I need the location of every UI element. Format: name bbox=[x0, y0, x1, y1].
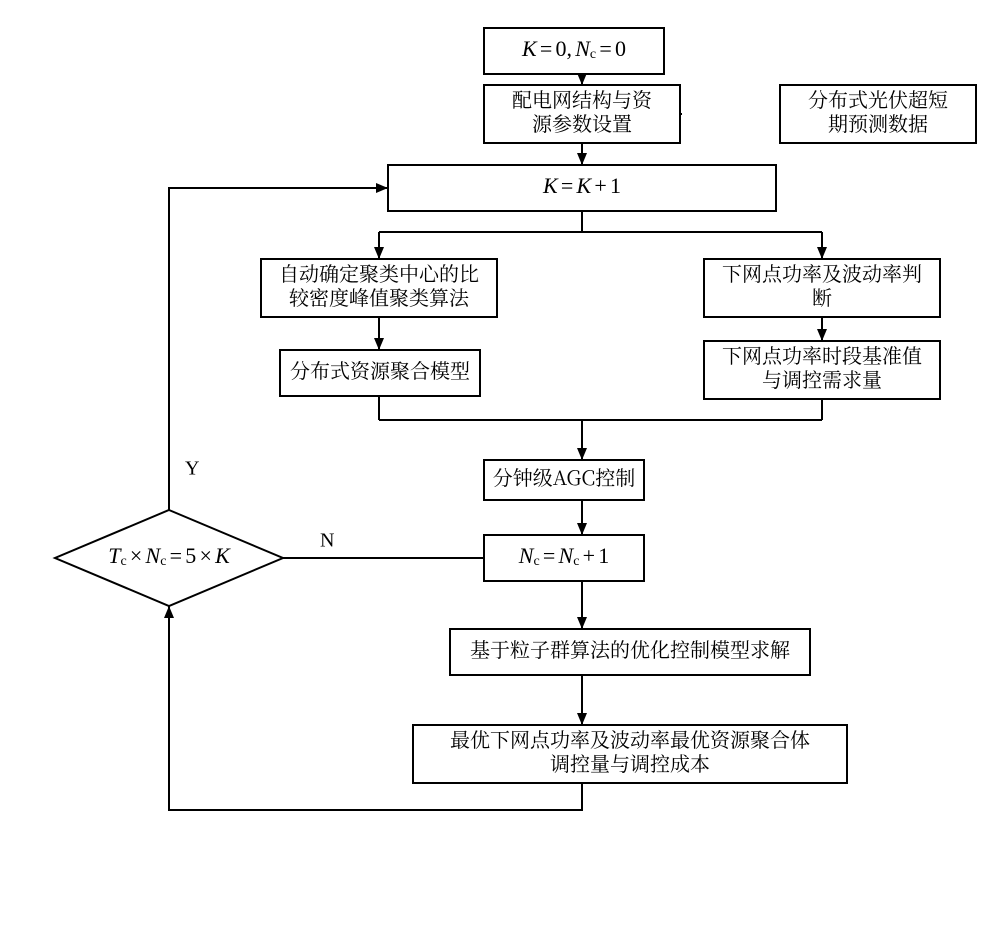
node-n1b: 分布式光伏超短期预测数据 bbox=[780, 84, 976, 143]
node-n4b: 下网点功率时段基准值与调控需求量 bbox=[704, 340, 940, 399]
node-label: 调控量与调控成本 bbox=[550, 748, 710, 777]
node-n1: 配电网结构与资源参数设置 bbox=[484, 84, 680, 143]
node-n4a: 分布式资源聚合模型 bbox=[280, 350, 480, 396]
node-label: 与调控需求量 bbox=[762, 364, 882, 393]
edge-label: N bbox=[320, 530, 334, 552]
node-label: 较密度峰值聚类算法 bbox=[289, 282, 470, 311]
node-n5: 分钟级AGC控制 bbox=[484, 460, 644, 500]
node-n2: K = K + 1 bbox=[388, 165, 776, 211]
node-n8: 最优下网点功率及波动率最优资源聚合体调控量与调控成本 bbox=[413, 724, 847, 783]
flowchart-canvas: YNK = 0, Nc = 0配电网结构与资源参数设置分布式光伏超短期预测数据K… bbox=[0, 0, 1000, 944]
node-n6: Nc = Nc + 1 bbox=[484, 535, 644, 581]
node-label: K = K + 1 bbox=[542, 173, 621, 198]
nodes-layer: K = 0, Nc = 0 配电网结构与资源参数设置 分布式光伏超短期预测数据 K =… bbox=[55, 28, 976, 783]
node-label: 断 bbox=[812, 282, 832, 311]
node-nD: Tc × Nc = 5 × K bbox=[55, 510, 283, 606]
edge-label: Y bbox=[185, 458, 199, 480]
node-label: 分钟级AGC控制 bbox=[493, 462, 635, 491]
node-n3a: 自动确定聚类中心的比较密度峰值聚类算法 bbox=[261, 258, 497, 317]
node-n7: 基于粒子群算法的优化控制模型求解 bbox=[450, 629, 810, 675]
node-n3b: 下网点功率及波动率判断 bbox=[704, 258, 940, 317]
node-label: 分布式资源聚合模型 bbox=[290, 355, 470, 384]
node-label: 源参数设置 bbox=[532, 108, 632, 137]
node-label: 基于粒子群算法的优化控制模型求解 bbox=[470, 634, 790, 663]
node-n0: K = 0, Nc = 0 bbox=[484, 28, 664, 74]
node-label: 期预测数据 bbox=[828, 108, 928, 137]
